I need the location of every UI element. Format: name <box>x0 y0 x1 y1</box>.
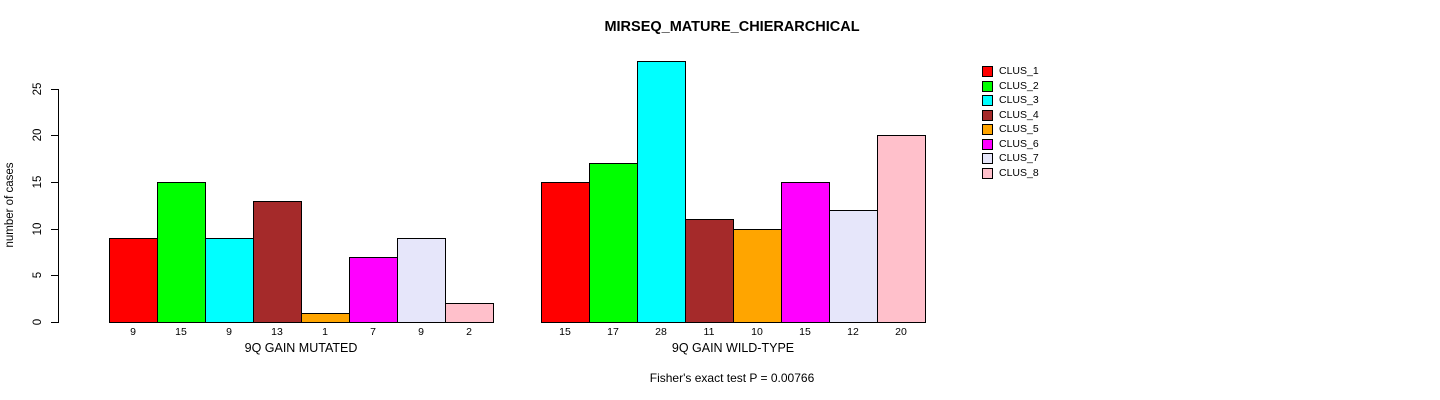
bar-clus_2 <box>157 182 206 323</box>
y-axis-tick <box>51 275 59 276</box>
y-axis-line <box>58 89 59 323</box>
bar-value-label: 12 <box>847 326 859 338</box>
y-axis-tick-label: 0 <box>32 318 44 326</box>
bar-value-label: 1 <box>322 326 328 338</box>
legend-label: CLUS_1 <box>999 65 1039 77</box>
bar-value-label: 10 <box>751 326 763 338</box>
bar-clus_7 <box>829 210 878 323</box>
y-axis-tick <box>51 182 59 183</box>
bar-clus_6 <box>781 182 830 323</box>
bar-clus_3 <box>205 238 254 323</box>
chart-title: MIRSEQ_MATURE_CHIERARCHICAL <box>604 19 860 35</box>
bar-value-label: 20 <box>895 326 907 338</box>
y-axis-tick-label: 10 <box>32 222 44 236</box>
legend-swatch-icon <box>982 110 993 121</box>
bar-clus_4 <box>685 219 734 323</box>
bar-clus_8 <box>445 303 494 323</box>
bar-clus_7 <box>397 238 446 323</box>
bar-value-label: 9 <box>226 326 232 338</box>
legend-label: CLUS_3 <box>999 94 1039 106</box>
bar-clus_5 <box>733 229 782 323</box>
legend-label: CLUS_6 <box>999 138 1039 150</box>
legend-swatch-icon <box>982 81 993 92</box>
legend-swatch-icon <box>982 139 993 150</box>
bar-value-label: 11 <box>703 326 715 338</box>
legend-swatch-icon <box>982 124 993 135</box>
y-axis-tick <box>51 89 59 90</box>
bar-value-label: 9 <box>418 326 424 338</box>
y-axis-tick <box>51 135 59 136</box>
y-axis-tick-label: 25 <box>32 82 44 96</box>
legend-swatch-icon <box>982 95 993 106</box>
bar-clus_4 <box>253 201 302 323</box>
bar-value-label: 17 <box>607 326 619 338</box>
legend-label: CLUS_8 <box>999 167 1039 179</box>
bar-value-label: 15 <box>559 326 571 338</box>
legend-swatch-icon <box>982 168 993 179</box>
bar-clus_8 <box>877 135 926 323</box>
y-axis-tick-label: 20 <box>32 128 44 142</box>
bar-value-label: 28 <box>655 326 667 338</box>
legend-swatch-icon <box>982 66 993 77</box>
bar-value-label: 7 <box>370 326 376 338</box>
bar-clus_3 <box>637 61 686 323</box>
legend-label: CLUS_5 <box>999 123 1039 135</box>
y-axis-title: number of cases <box>4 162 16 248</box>
bar-clus_1 <box>541 182 590 323</box>
bar-value-label: 9 <box>130 326 136 338</box>
bar-value-label: 13 <box>271 326 283 338</box>
x-axis-group-label: 9Q GAIN MUTATED <box>244 341 358 355</box>
legend-swatch-icon <box>982 153 993 164</box>
bar-value-label: 15 <box>175 326 187 338</box>
bar-clus_5 <box>301 313 350 323</box>
y-axis-tick <box>51 229 59 230</box>
y-axis-tick-label: 5 <box>32 271 44 279</box>
legend: CLUS_1 CLUS_2 CLUS_3 CLUS_4 CLUS_5 CLUS_6 CLUS… <box>982 65 1092 185</box>
bar-clus_2 <box>589 163 638 323</box>
fisher-test-annotation: Fisher's exact test P = 0.00766 <box>649 371 815 385</box>
legend-label: CLUS_2 <box>999 80 1039 92</box>
legend-label: CLUS_4 <box>999 109 1039 121</box>
y-axis-tick <box>51 322 59 323</box>
legend-label: CLUS_7 <box>999 152 1039 164</box>
bar-value-label: 15 <box>799 326 811 338</box>
bar-value-label: 2 <box>466 326 472 338</box>
bar-clus_6 <box>349 257 398 323</box>
y-axis-tick-label: 15 <box>32 175 44 189</box>
bar-clus_1 <box>109 238 158 323</box>
x-axis-group-label: 9Q GAIN WILD-TYPE <box>671 341 795 355</box>
